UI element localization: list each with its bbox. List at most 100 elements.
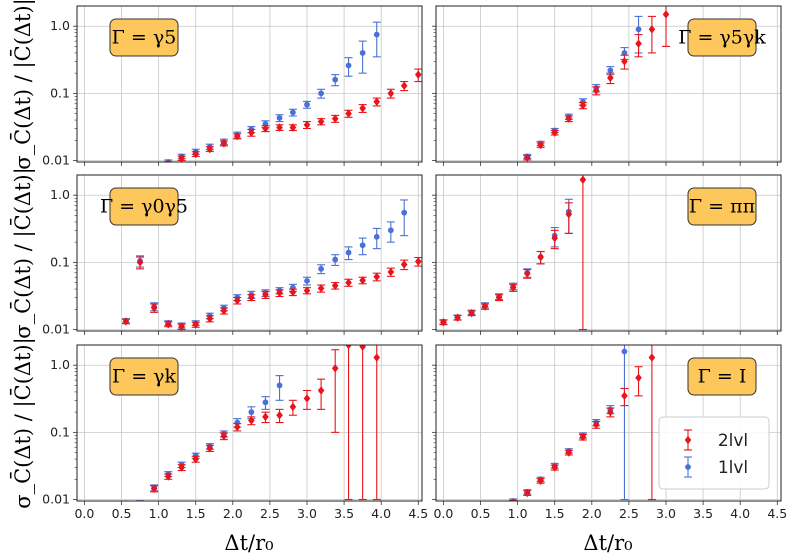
data-point-1lvl xyxy=(276,115,283,121)
x-tick-label: 2.0 xyxy=(582,506,602,521)
data-point-2lvl xyxy=(510,166,517,174)
data-point-1lvl xyxy=(110,176,116,182)
data-point-2lvl xyxy=(233,132,241,141)
data-point-2lvl xyxy=(551,233,559,243)
data-point-2lvl xyxy=(454,202,461,210)
legend-box xyxy=(658,416,770,490)
data-point-2lvl xyxy=(331,281,339,290)
data-point-2lvl xyxy=(387,267,395,277)
x-tick-label: 1.5 xyxy=(186,506,206,521)
data-point-2lvl xyxy=(317,284,325,293)
x-tick-label: 0.0 xyxy=(74,506,94,521)
panel-4: Γ = ππ xyxy=(432,174,782,335)
data-point-2lvl xyxy=(220,306,228,315)
annotation-box xyxy=(687,18,757,57)
data-point-2lvl xyxy=(220,431,228,441)
panel-5: 0.0 0.5 1.0 1.5 2.0 2.5 3.0 3.5 4.0 4.5 0.01 0.1 1.0… xyxy=(42,344,428,536)
x-tick-label: 4.5 xyxy=(767,506,787,521)
data-point-2lvl xyxy=(400,81,408,90)
data-point-2lvl xyxy=(178,154,185,162)
y-axis-label: σ_C̄(Δt) / |C̄(Δt)| xyxy=(10,337,36,509)
data-point-2lvl xyxy=(248,293,255,302)
data-point-2lvl xyxy=(95,177,102,185)
data-point-2lvl xyxy=(496,508,503,516)
data-point-2lvl xyxy=(373,272,381,281)
data-point-2lvl xyxy=(592,86,600,95)
data-point-2lvl xyxy=(150,484,158,493)
data-point-1lvl xyxy=(276,382,283,389)
data-point-2lvl xyxy=(648,353,656,362)
annotation-label: Γ = γ5γk xyxy=(678,27,766,49)
data-point-2lvl xyxy=(414,257,422,266)
data-point-2lvl xyxy=(551,463,559,472)
x-tick-label: 3.5 xyxy=(693,506,713,521)
y-tick-label: 1.0 xyxy=(50,18,70,33)
data-point-1lvl xyxy=(387,227,394,234)
data-point-2lvl xyxy=(206,314,214,323)
data-point-2lvl xyxy=(317,386,325,395)
data-point-2lvl xyxy=(359,104,366,113)
legend: 2lvl 1lvl xyxy=(658,416,770,490)
y-tick-label: 1.0 xyxy=(50,187,70,202)
data-point-2lvl xyxy=(579,175,587,184)
x-axis-label: Δt/r₀ xyxy=(583,531,632,555)
data-point-1lvl xyxy=(123,173,129,179)
x-tick-label: 4.0 xyxy=(730,506,750,521)
data-point-1lvl xyxy=(359,242,366,249)
data-point-1lvl xyxy=(359,50,366,56)
data-point-1lvl xyxy=(373,31,380,38)
panel-frame xyxy=(435,174,782,332)
data-point-1lvl xyxy=(455,202,461,208)
data-point-2lvl xyxy=(414,70,422,79)
data-point-2lvl xyxy=(206,444,214,453)
data-point-2lvl xyxy=(289,402,297,412)
data-point-2lvl xyxy=(317,117,325,126)
data-point-1lvl xyxy=(401,209,408,216)
data-point-2lvl xyxy=(151,166,158,174)
data-point-2lvl xyxy=(523,153,531,162)
annotation-box xyxy=(687,187,757,226)
data-point-2lvl xyxy=(192,454,200,464)
legend-label: 1lvl xyxy=(718,458,748,478)
data-point-1lvl xyxy=(318,265,324,272)
data-point-2lvl xyxy=(551,128,559,137)
data-point-2lvl xyxy=(95,528,102,536)
data-point-2lvl xyxy=(192,149,200,159)
y-tick-label: 0.1 xyxy=(50,424,70,439)
data-point-1lvl xyxy=(345,249,352,256)
data-point-2lvl xyxy=(359,345,366,351)
data-point-2lvl xyxy=(150,303,158,313)
annotation-box xyxy=(687,357,757,396)
annotation-box xyxy=(109,18,179,57)
legend-label: 2lvl xyxy=(718,431,748,451)
data-point-2lvl xyxy=(178,463,185,472)
x-tick-label: 1.0 xyxy=(149,506,169,521)
data-point-1lvl xyxy=(290,109,296,116)
data-point-2lvl xyxy=(345,345,352,350)
data-point-2lvl xyxy=(511,498,516,501)
data-point-1lvl xyxy=(262,399,269,406)
x-tick-label: 4.5 xyxy=(408,506,428,521)
x-tick-label: 1.0 xyxy=(508,506,528,521)
data-point-2lvl xyxy=(537,252,544,262)
data-point-2lvl xyxy=(648,25,656,34)
data-point-1lvl xyxy=(248,409,255,416)
data-point-1lvl xyxy=(332,256,339,263)
data-point-1lvl xyxy=(607,67,614,74)
data-point-2lvl xyxy=(373,353,381,362)
data-point-1lvl xyxy=(304,101,310,108)
annotation-label: Γ = I xyxy=(698,366,747,388)
data-point-1lvl xyxy=(304,277,310,284)
data-point-2lvl xyxy=(136,258,144,267)
y-tick-label: 0.1 xyxy=(50,85,70,100)
data-point-2lvl xyxy=(137,170,144,178)
data-point-1lvl xyxy=(635,26,642,33)
panel-data xyxy=(454,6,670,210)
x-tick-label: 4.0 xyxy=(371,506,391,521)
data-point-2lvl xyxy=(621,391,628,401)
data-point-2lvl xyxy=(359,276,366,285)
x-tick-label: 3.0 xyxy=(656,506,676,521)
data-point-2lvl xyxy=(592,420,600,429)
data-point-2lvl xyxy=(166,159,171,162)
data-point-2lvl xyxy=(468,520,475,528)
